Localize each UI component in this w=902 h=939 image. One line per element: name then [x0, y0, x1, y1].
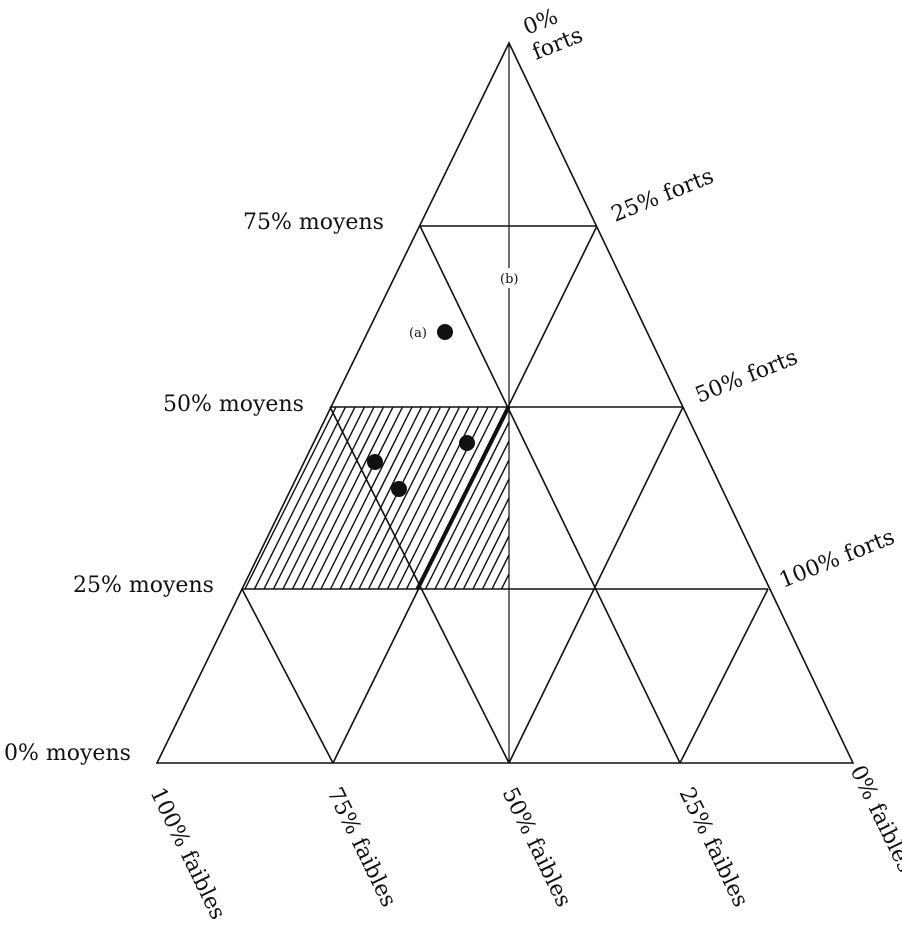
label-25-moyens: 25% moyens	[73, 573, 214, 598]
bold-boundary-segment	[416, 406, 511, 590]
hatch-line	[400, 407, 507, 589]
label-75-moyens: 75% moyens	[243, 210, 384, 235]
data-point-2	[367, 454, 383, 470]
hatch-line	[257, 407, 365, 589]
point-label-a: (a)	[409, 326, 427, 341]
hatch-line	[333, 407, 441, 589]
label-50-moyens: 50% moyens	[163, 392, 304, 417]
hatch-line	[504, 407, 509, 589]
hatch-line	[324, 407, 431, 589]
data-point-a	[437, 324, 453, 340]
hatch-line	[305, 407, 412, 589]
hatch-line	[314, 407, 422, 589]
grid-diag-up-3	[679, 588, 769, 764]
hatch-line	[428, 407, 509, 589]
hatch-line	[582, 390, 687, 600]
hatch-line	[419, 407, 509, 589]
hatch-line	[553, 390, 658, 600]
label-25-forts: 25% forts	[608, 164, 717, 228]
hatch-line	[572, 390, 677, 600]
hatch-line	[286, 407, 393, 589]
hatch-line	[362, 407, 469, 589]
label-0-faibles: 0% faibles	[845, 762, 902, 877]
hatch-line	[352, 407, 460, 589]
label-0-moyens: 0% moyens	[4, 741, 131, 766]
hatch-line	[276, 407, 384, 589]
grid-diag-down-1	[419, 225, 681, 764]
label-50-forts: 50% forts	[692, 345, 801, 409]
hatch-line	[381, 407, 488, 589]
label-100-faibles: 100% faibles	[145, 784, 230, 924]
outer-triangle	[155, 41, 855, 764]
hatch-line	[525, 390, 630, 600]
data-point-1	[459, 435, 475, 451]
hatch-line	[485, 407, 509, 589]
hatch-line	[447, 407, 509, 589]
hatch-line	[295, 407, 403, 589]
hatch-line	[563, 390, 668, 600]
hatch-line	[242, 407, 346, 589]
point-label-b: (b)	[500, 272, 518, 287]
hatch-line	[466, 407, 509, 589]
hatch-line	[438, 407, 509, 589]
hatch-line	[476, 407, 509, 589]
label-75-faibles: 75% faibles	[322, 784, 401, 911]
hatch-line	[371, 407, 479, 589]
hatch-line	[390, 407, 498, 589]
point-label-b-backdrop	[496, 268, 522, 288]
hatch-line	[267, 407, 374, 589]
label-25-faibles: 25% faibles	[674, 784, 753, 911]
hatched-region	[242, 390, 696, 600]
hatch-line	[248, 407, 355, 589]
label-100-forts: 100% forts	[776, 525, 898, 594]
hatch-line	[242, 407, 336, 589]
grid-diag-up-2	[508, 406, 684, 764]
hatch-line	[409, 407, 509, 589]
data-point-3	[391, 481, 407, 497]
hatch-line	[457, 407, 509, 589]
hatch-line	[591, 390, 696, 600]
hatch-line	[544, 390, 649, 600]
grid-diag-down-3	[241, 588, 334, 764]
label-50-faibles: 50% faibles	[497, 784, 576, 911]
